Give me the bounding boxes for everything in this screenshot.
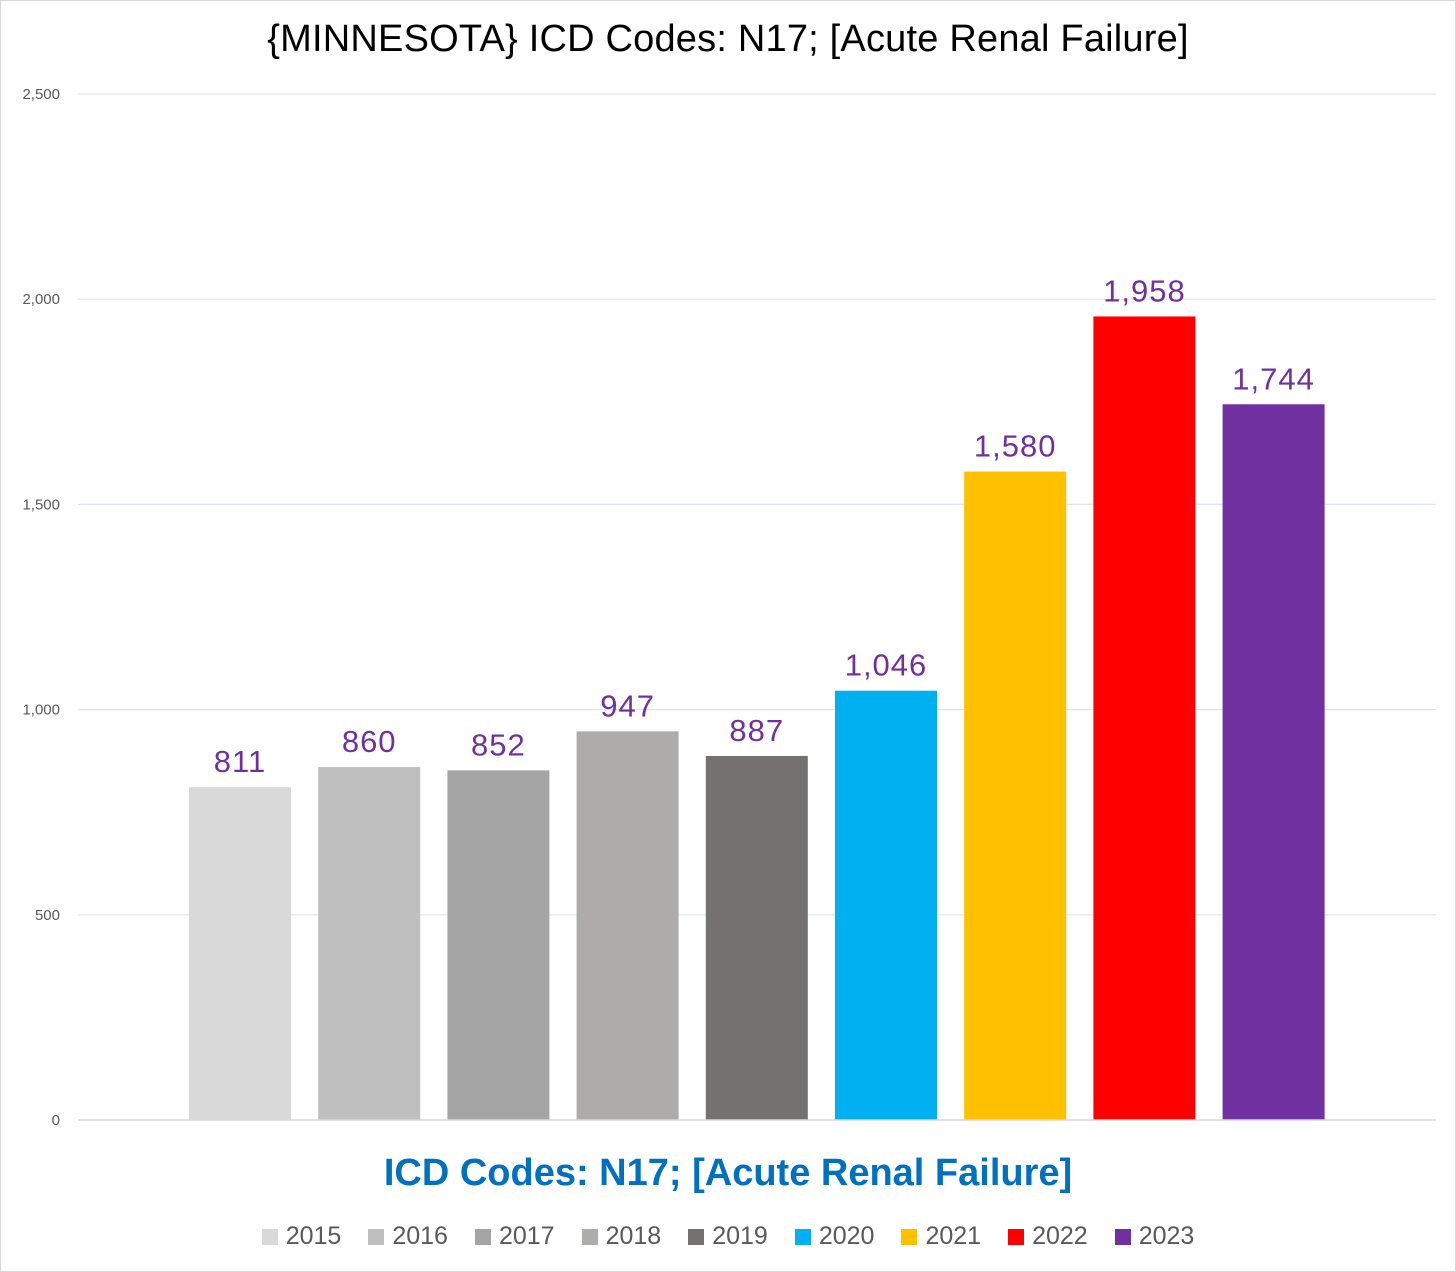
bar-2016 (318, 767, 421, 1120)
legend-item-2015: 2015 (261, 1222, 342, 1251)
x-axis-title: ICD Codes: N17; [Acute Renal Failure] (383, 1152, 1073, 1194)
legend-swatch (368, 1228, 385, 1245)
bar-2018 (576, 731, 679, 1120)
gridlines (78, 93, 1436, 916)
legend-label: 2021 (925, 1222, 982, 1250)
value-labels: 811 860 852 947 887 1,046 1,580 1,958 1,744 (214, 273, 1315, 779)
legend: 2015 2016 2017 2018 2019 2020 2021 2022 2023 (0, 1222, 1456, 1251)
legend-label: 2020 (818, 1222, 875, 1250)
bar-2019 (705, 755, 808, 1120)
value-label-2016: 860 (342, 724, 397, 759)
y-tick-label: 1,000 (22, 702, 60, 719)
value-label-2019: 887 (729, 713, 784, 748)
bar-2015 (189, 787, 291, 1120)
legend-label: 2017 (498, 1222, 555, 1250)
legend-swatch (1114, 1228, 1131, 1245)
y-tick-label: 2,500 (22, 86, 60, 103)
legend-swatch (261, 1228, 278, 1245)
y-tick-label: 500 (35, 907, 60, 924)
value-label-2023: 1,744 (1232, 361, 1315, 396)
value-label-2022: 1,958 (1103, 273, 1186, 308)
legend-label: 2018 (605, 1222, 662, 1250)
legend-swatch (901, 1228, 918, 1245)
value-label-2020: 1,046 (845, 648, 928, 683)
legend-item-2017: 2017 (474, 1222, 555, 1251)
legend-swatch (474, 1228, 491, 1245)
legend-item-2020: 2020 (794, 1222, 875, 1251)
value-label-2018: 947 (600, 688, 655, 723)
legend-swatch (1008, 1228, 1025, 1245)
legend-item-2022: 2022 (1008, 1222, 1088, 1251)
legend-item-2018: 2018 (581, 1222, 662, 1251)
legend-item-2019: 2019 (688, 1222, 768, 1251)
bar-2020 (835, 690, 937, 1120)
bar-2023 (1222, 404, 1325, 1120)
bar-2021 (964, 471, 1067, 1120)
y-tick-label: 2,000 (22, 291, 60, 308)
legend-label: 2019 (712, 1222, 768, 1250)
legend-label: 2016 (392, 1222, 448, 1250)
value-label-2021: 1,580 (974, 429, 1057, 464)
value-label-2017: 852 (471, 727, 526, 762)
legend-swatch (581, 1228, 598, 1245)
legend-item-2023: 2023 (1114, 1222, 1195, 1251)
legend-item-2016: 2016 (368, 1222, 448, 1251)
legend-item-2021: 2021 (901, 1222, 981, 1251)
legend-label: 2023 (1138, 1222, 1195, 1250)
legend-label: 2022 (1032, 1222, 1088, 1250)
y-tick-label: 0 (52, 1112, 60, 1129)
value-label-2015: 811 (214, 744, 266, 779)
y-tick-label: 1,500 (22, 496, 60, 513)
bar-2017 (447, 770, 550, 1120)
y-axis-tick-labels: 0 500 1,000 1,500 2,000 2,500 (22, 86, 60, 1129)
legend-swatch (794, 1228, 811, 1245)
legend-label: 2015 (285, 1222, 342, 1250)
bars (189, 316, 1325, 1121)
legend-swatch (688, 1228, 705, 1245)
chart-title: {MINNESOTA} ICD Codes: N17; [Acute Renal… (267, 18, 1189, 60)
bar-2022 (1093, 316, 1196, 1121)
